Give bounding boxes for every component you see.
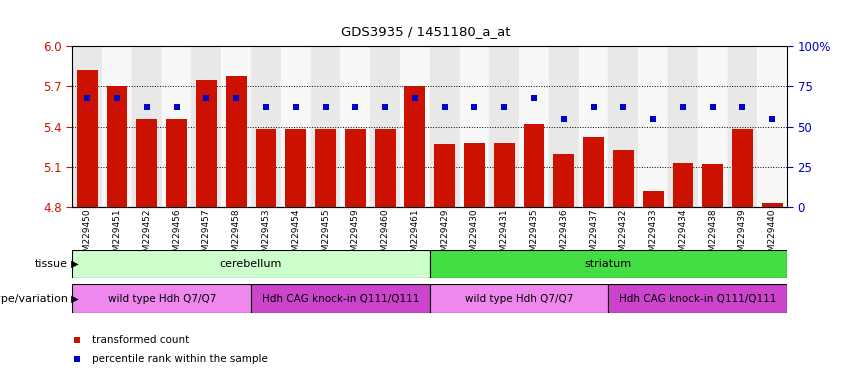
Bar [255,129,277,207]
Bar [757,46,787,207]
Bar [77,70,98,207]
Bar [72,284,251,313]
Bar [106,86,128,207]
Bar [370,46,400,207]
Bar [196,79,217,207]
Bar [643,191,664,207]
Text: transformed count: transformed count [92,335,189,345]
Text: cerebellum: cerebellum [220,259,283,269]
Bar [638,46,668,207]
Bar [579,46,608,207]
Bar [162,46,191,207]
Bar [251,46,281,207]
Bar [613,149,634,207]
Bar [464,143,485,207]
Text: Hdh CAG knock-in Q111/Q111: Hdh CAG knock-in Q111/Q111 [262,293,419,304]
Bar [221,46,251,207]
Bar [136,119,157,207]
Bar [698,46,728,207]
Bar [608,46,638,207]
Bar [672,163,694,207]
Bar [762,203,783,207]
Text: wild type Hdh Q7/Q7: wild type Hdh Q7/Q7 [107,293,216,304]
Bar [251,284,430,313]
Bar [523,124,545,207]
Bar [166,119,187,207]
Bar [702,164,723,207]
Bar [340,46,370,207]
Bar [345,129,366,207]
Bar [549,46,579,207]
Bar [430,284,608,313]
Bar [374,129,396,207]
Bar [281,46,311,207]
Text: Hdh CAG knock-in Q111/Q111: Hdh CAG knock-in Q111/Q111 [620,293,776,304]
Bar [72,250,430,278]
Bar [434,144,455,207]
Bar [732,129,753,207]
Bar [430,46,460,207]
Text: percentile rank within the sample: percentile rank within the sample [92,354,268,364]
Text: wild type Hdh Q7/Q7: wild type Hdh Q7/Q7 [465,293,574,304]
Bar [191,46,221,207]
Text: ▶: ▶ [68,259,78,269]
Bar [132,46,162,207]
Text: tissue: tissue [35,259,68,269]
Bar [404,86,426,207]
Bar [226,76,247,207]
Bar [285,129,306,207]
Bar [489,46,519,207]
Bar [608,284,787,313]
Bar [315,129,336,207]
Bar [430,250,787,278]
Bar [553,154,574,207]
Text: genotype/variation: genotype/variation [0,293,68,304]
Text: GDS3935 / 1451180_a_at: GDS3935 / 1451180_a_at [340,25,511,38]
Bar [460,46,489,207]
Bar [72,46,102,207]
Bar [519,46,549,207]
Bar [668,46,698,207]
Bar [400,46,430,207]
Bar [583,137,604,207]
Bar [311,46,340,207]
Bar [102,46,132,207]
Bar [728,46,757,207]
Text: ▶: ▶ [68,293,78,304]
Bar [494,143,515,207]
Text: striatum: striatum [585,259,632,269]
